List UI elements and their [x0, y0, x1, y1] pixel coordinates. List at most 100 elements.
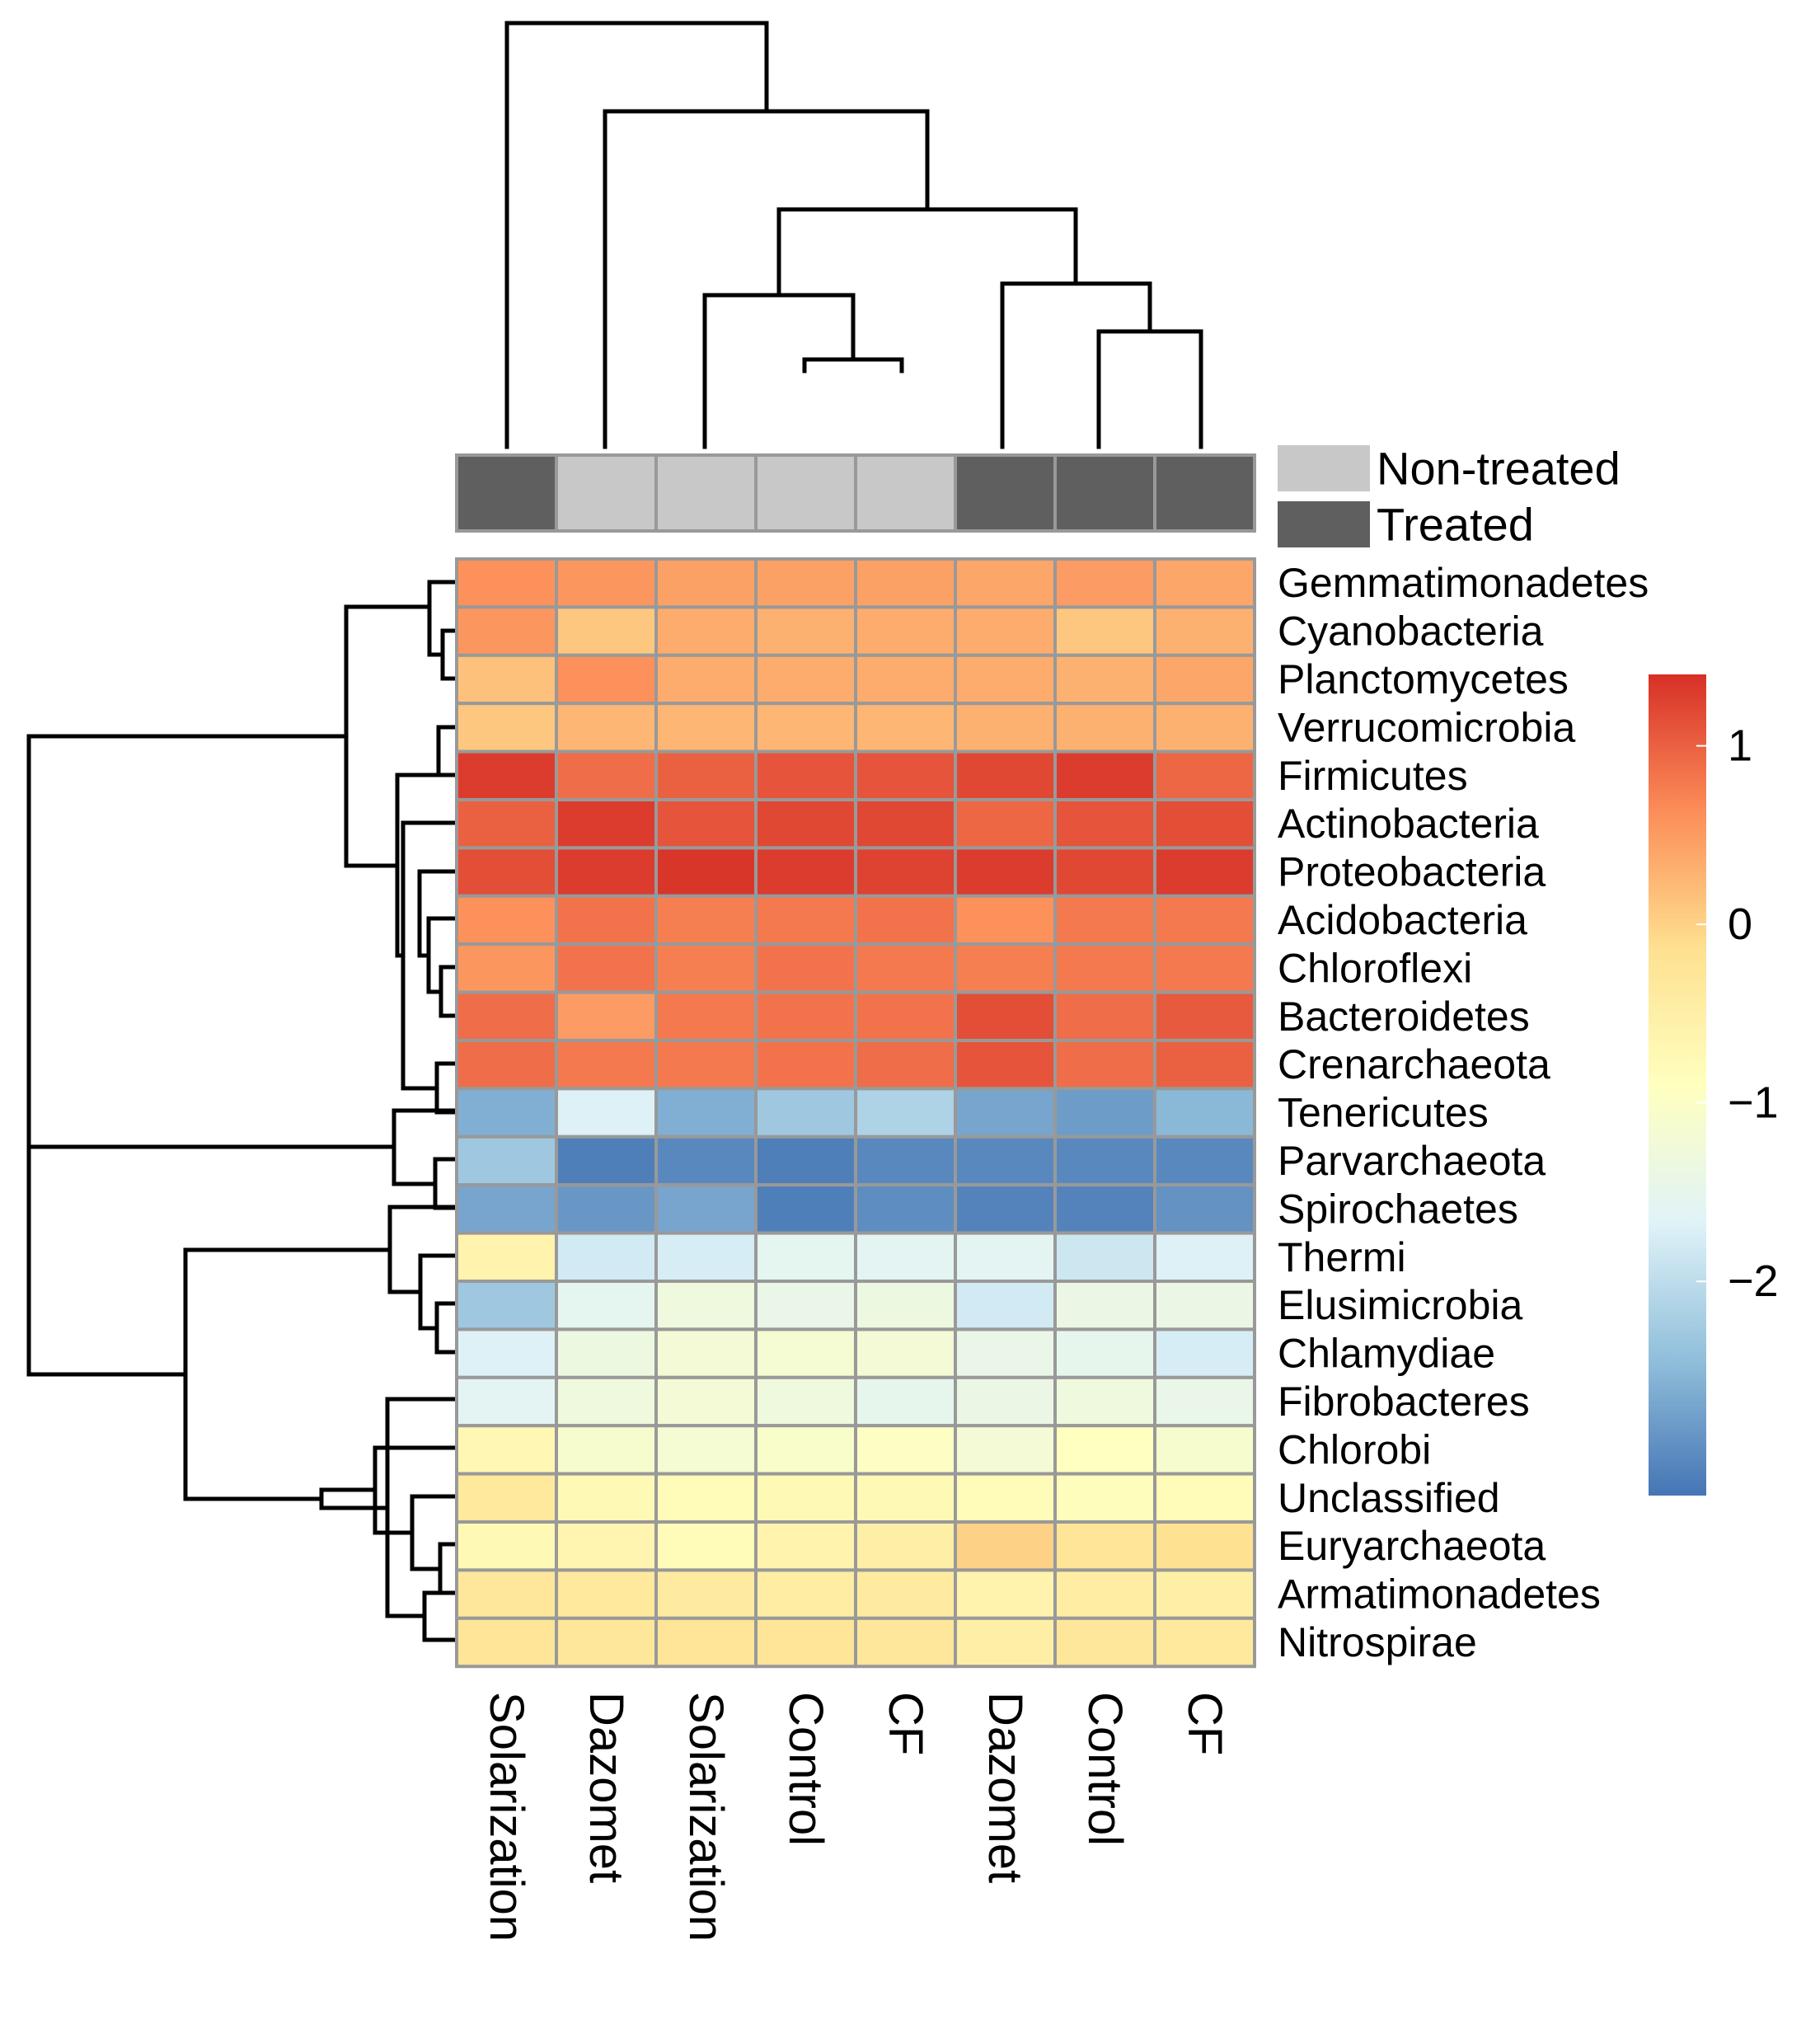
heatmap-cell-bacteroidetes-col-3 [654, 990, 758, 1042]
heatmap-cell-tenericutes-col-5 [854, 1087, 957, 1139]
row-label-acidobacteria: Acidobacteria [1278, 897, 1527, 943]
heatmap-cell-crenarchaeota-col-1 [455, 1039, 558, 1091]
heatmap-cell-chlorobi-col-8 [1153, 1424, 1256, 1476]
heatmap-cell-chloroflexi-col-4 [754, 942, 857, 994]
heatmap-cell-proteobacteria-col-5 [854, 846, 957, 898]
heatmap-cell-thermi-col-7 [1053, 1231, 1156, 1283]
heatmap-cell-chloroflexi-col-7 [1053, 942, 1156, 994]
column-dendrogram-link [1096, 329, 1203, 449]
row-dendrogram-link [344, 604, 432, 868]
colorbar-gradient [1649, 674, 1706, 1496]
heatmap-cell-armatimonadetes-col-2 [555, 1568, 658, 1620]
heatmap-cell-spirochaetes-col-7 [1053, 1183, 1156, 1235]
heatmap-cell-acidobacteria-col-3 [654, 894, 758, 946]
annotation-cell-col-5 [854, 453, 957, 533]
annotation-cell-col-2 [555, 453, 658, 533]
heatmap-cell-gemmatimonadetes-col-6 [954, 557, 1057, 609]
column-label-1: Solarization [480, 1692, 533, 1942]
row-dendrogram-link [392, 1108, 456, 1186]
heatmap-cell-armatimonadetes-col-3 [654, 1568, 758, 1620]
heatmap-cell-fibrobacteres-col-8 [1153, 1375, 1256, 1428]
heatmap-cell-chlorobi-col-3 [654, 1424, 758, 1476]
heatmap-cell-gemmatimonadetes-col-7 [1053, 557, 1156, 609]
heatmap-cell-chlamydiae-col-4 [754, 1327, 857, 1379]
heatmap-cell-unclassified-col-2 [555, 1472, 658, 1524]
heatmap-cell-euryarchaeota-col-4 [754, 1520, 857, 1572]
heatmap-cell-elusimicrobia-col-3 [654, 1280, 758, 1332]
row-label-spirochaetes: Spirochaetes [1278, 1186, 1518, 1232]
colorbar-tick-label: 1 [1728, 721, 1752, 771]
heatmap-cell-cyanobacteria-col-7 [1053, 605, 1156, 657]
row-label-crenarchaeota: Crenarchaeota [1278, 1041, 1550, 1087]
heatmap-cell-armatimonadetes-col-5 [854, 1568, 957, 1620]
heatmap-cell-actinobacteria-col-6 [954, 798, 1057, 850]
heatmap-cell-tenericutes-col-8 [1153, 1087, 1256, 1139]
heatmap-cell-cyanobacteria-col-4 [754, 605, 857, 657]
heatmap-cell-nitrospirae-col-7 [1053, 1616, 1156, 1669]
heatmap-cell-spirochaetes-col-6 [954, 1183, 1057, 1235]
heatmap-cell-elusimicrobia-col-4 [754, 1280, 857, 1332]
heatmap-cell-euryarchaeota-col-3 [654, 1520, 758, 1572]
heatmap-cells [455, 557, 1256, 1669]
heatmap-cell-parvarchaeota-col-4 [754, 1134, 857, 1187]
heatmap-cell-nitrospirae-col-8 [1153, 1616, 1256, 1669]
heatmap-cell-chloroflexi-col-2 [555, 942, 658, 994]
heatmap-cell-elusimicrobia-col-6 [954, 1280, 1057, 1332]
row-label-actinobacteria: Actinobacteria [1278, 801, 1539, 847]
heatmap-cell-gemmatimonadetes-col-1 [455, 557, 558, 609]
heatmap-cell-chloroflexi-col-5 [854, 942, 957, 994]
heatmap-cell-firmicutes-col-7 [1053, 749, 1156, 801]
heatmap-cell-tenericutes-col-7 [1053, 1087, 1156, 1139]
column-dendrogram-link [1000, 281, 1152, 449]
heatmap-cell-spirochaetes-col-4 [754, 1183, 857, 1235]
heatmap-cell-armatimonadetes-col-4 [754, 1568, 857, 1620]
heatmap-cell-tenericutes-col-1 [455, 1087, 558, 1139]
row-dendrogram-link [436, 725, 456, 777]
heatmap-cell-nitrospirae-col-1 [455, 1616, 558, 1669]
heatmap-cell-planctomycetes-col-5 [854, 653, 957, 706]
heatmap-cell-planctomycetes-col-4 [754, 653, 857, 706]
heatmap-cell-chloroflexi-col-3 [654, 942, 758, 994]
heatmap-cell-armatimonadetes-col-8 [1153, 1568, 1256, 1620]
heatmap-cell-euryarchaeota-col-6 [954, 1520, 1057, 1572]
heatmap-cell-crenarchaeota-col-7 [1053, 1039, 1156, 1091]
heatmap-cell-proteobacteria-col-2 [555, 846, 658, 898]
heatmap-cell-parvarchaeota-col-1 [455, 1134, 558, 1187]
colorbar-tick-label: 0 [1728, 899, 1752, 949]
row-label-firmicutes: Firmicutes [1278, 753, 1468, 799]
heatmap-cell-chlamydiae-col-3 [654, 1327, 758, 1379]
heatmap-cell-parvarchaeota-col-3 [654, 1134, 758, 1187]
row-label-proteobacteria: Proteobacteria [1278, 849, 1546, 895]
heatmap-cell-fibrobacteres-col-4 [754, 1375, 857, 1428]
heatmap-cell-actinobacteria-col-5 [854, 798, 957, 850]
column-label-2: Dazomet [579, 1692, 633, 1883]
heatmap-cell-thermi-col-6 [954, 1231, 1057, 1283]
heatmap-cell-chlorobi-col-1 [455, 1424, 558, 1476]
heatmap-cell-tenericutes-col-6 [954, 1087, 1057, 1139]
heatmap-cell-euryarchaeota-col-2 [555, 1520, 658, 1572]
heatmap-cell-verrucomicrobia-col-7 [1053, 702, 1156, 754]
row-dendrogram-link [410, 1494, 456, 1571]
column-label-3: Solarization [679, 1692, 733, 1942]
heatmap-cell-verrucomicrobia-col-1 [455, 702, 558, 754]
annotation-cell-col-6 [954, 453, 1057, 533]
heatmap-cell-actinobacteria-col-3 [654, 798, 758, 850]
annotation-cell-col-8 [1153, 453, 1256, 533]
heatmap-cell-proteobacteria-col-7 [1053, 846, 1156, 898]
annotation-cell-col-7 [1053, 453, 1156, 533]
heatmap-cell-gemmatimonadetes-col-5 [854, 557, 957, 609]
heatmap-cell-actinobacteria-col-4 [754, 798, 857, 850]
column-label-7: Control [1078, 1692, 1132, 1846]
heatmap-cell-planctomycetes-col-1 [455, 653, 558, 706]
row-label-nitrospirae: Nitrospirae [1278, 1619, 1477, 1665]
heatmap-cell-chlorobi-col-7 [1053, 1424, 1156, 1476]
column-dendrogram-link [504, 21, 769, 449]
annotation-cell-col-1 [455, 453, 558, 533]
row-dendrogram-link [26, 734, 349, 1263]
row-dendrogram-link [422, 1590, 456, 1642]
heatmap-cell-parvarchaeota-col-7 [1053, 1134, 1156, 1187]
heatmap-cell-bacteroidetes-col-4 [754, 990, 857, 1042]
heatmap-cell-chlamydiae-col-2 [555, 1327, 658, 1379]
heatmap-cell-spirochaetes-col-3 [654, 1183, 758, 1235]
heatmap-cell-bacteroidetes-col-8 [1153, 990, 1256, 1042]
